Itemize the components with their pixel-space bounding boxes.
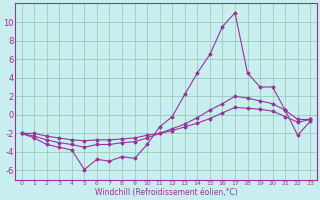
X-axis label: Windchill (Refroidissement éolien,°C): Windchill (Refroidissement éolien,°C) (95, 188, 237, 197)
